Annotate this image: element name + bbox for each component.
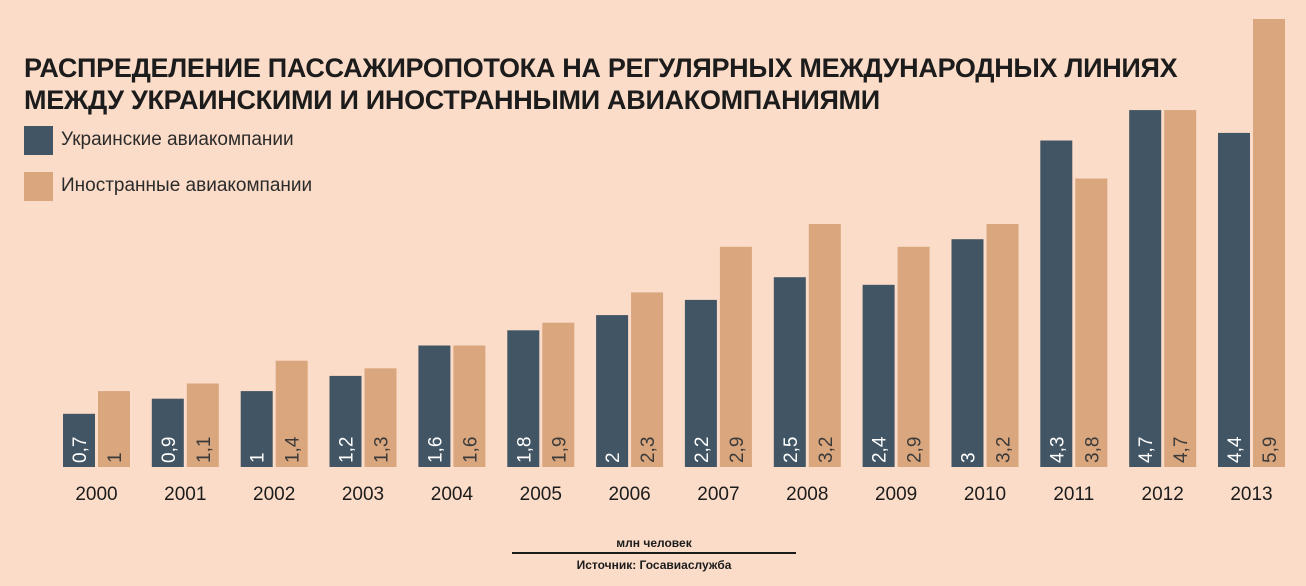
bar-ukrainian-2000: [63, 413, 95, 467]
chart-title: РАСПРЕДЕЛЕНИЕ ПАССАЖИРОПОТОКА НА РЕГУЛЯР…: [24, 52, 1224, 116]
source-label: Источник: Госавиаслужба: [576, 558, 732, 572]
bar-foreign-2010: [986, 224, 1019, 467]
x-tick-label-2004: 2004: [431, 484, 474, 505]
value-label-foreign-2013: 5,9: [1260, 437, 1281, 463]
legend-swatch-foreign: [24, 171, 53, 201]
bar-foreign-2012: [1164, 110, 1197, 467]
bar-foreign-2006: [631, 292, 664, 467]
legend-swatch-ukrainian: [24, 125, 53, 155]
value-label-ukrainian-2000: 0,7: [70, 437, 91, 463]
x-tick-label-2011: 2011: [1053, 484, 1094, 505]
bar-ukrainian-2003: [329, 375, 362, 467]
bar-ukrainian-2005: [507, 330, 540, 467]
x-tick-label-2002: 2002: [253, 484, 295, 505]
value-label-foreign-2002: 1,4: [283, 436, 304, 463]
bar-ukrainian-2013: [1218, 132, 1250, 467]
bar-ukrainian-2001: [151, 398, 184, 467]
value-label-foreign-2005: 1,9: [549, 437, 570, 463]
value-label-ukrainian-2004: 1,6: [425, 437, 446, 463]
value-label-foreign-2006: 2,3: [638, 437, 659, 463]
bar-ukrainian-2012: [1129, 110, 1162, 467]
bar-foreign-2009: [897, 246, 930, 467]
x-tick-label-2009: 2009: [875, 484, 917, 505]
value-label-ukrainian-2012: 4,7: [1136, 437, 1157, 463]
x-tick-label-2010: 2010: [964, 484, 1006, 505]
bar-foreign-2001: [186, 383, 219, 467]
bar-ukrainian-2006: [596, 315, 629, 467]
bars-group: [63, 19, 1285, 467]
x-tick-label-2013: 2013: [1230, 484, 1272, 505]
bar-ukrainian-2004: [418, 345, 451, 467]
value-label-ukrainian-2008: 2,5: [781, 437, 802, 463]
x-tick-label-2012: 2012: [1142, 484, 1184, 505]
bar-ukrainian-2011: [1040, 140, 1073, 467]
bar-ukrainian-2010: [951, 239, 984, 467]
bar-foreign-2013: [1253, 19, 1285, 467]
value-label-ukrainian-2010: 3: [959, 452, 980, 463]
value-label-foreign-2003: 1,3: [372, 437, 393, 463]
value-label-foreign-2008: 3,2: [816, 437, 837, 463]
x-tick-labels-group: 2000 2001 2002 2003 2004 2005 2006 2007 2008 2009…: [75, 484, 1272, 505]
legend-label-ukrainian: Украинские авиакомпании: [61, 129, 294, 150]
bar-foreign-2007: [719, 246, 752, 467]
x-tick-label-2007: 2007: [697, 484, 739, 505]
value-label-foreign-2010: 3,2: [994, 437, 1015, 463]
value-label-foreign-2007: 2,9: [727, 437, 748, 463]
value-label-ukrainian-2001: 0,9: [159, 437, 180, 463]
value-label-ukrainian-2009: 2,4: [870, 436, 891, 463]
footer-divider: [512, 552, 796, 554]
value-label-ukrainian-2005: 1,8: [514, 437, 535, 463]
x-tick-label-2003: 2003: [342, 484, 384, 505]
value-label-foreign-2000: 1: [105, 452, 126, 463]
x-tick-label-2008: 2008: [786, 484, 828, 505]
value-labels-group: 0,7 1 0,9 1,1 1 1,4 1,2 1,3 1,6 1,6 1,8 1,9 2 2,3 2,2 2…: [70, 436, 1281, 463]
legend-item-ukrainian: Украинские авиакомпании: [24, 125, 294, 155]
value-label-foreign-2012: 4,7: [1171, 437, 1192, 463]
bar-ukrainian-2008: [773, 277, 806, 467]
bar-foreign-2005: [542, 322, 575, 467]
x-tick-label-2000: 2000: [75, 484, 117, 505]
bar-foreign-2003: [364, 368, 397, 467]
bar-ukrainian-2002: [240, 391, 273, 467]
source-note: Источник: Госавиаслужба: [512, 558, 796, 572]
bar-ukrainian-2007: [684, 299, 717, 467]
bar-foreign-2002: [275, 360, 308, 467]
legend-item-foreign: Иностранные авиакомпании: [24, 171, 312, 201]
bar-foreign-2011: [1075, 178, 1108, 467]
value-label-foreign-2011: 3,8: [1082, 437, 1103, 463]
value-label-ukrainian-2003: 1,2: [337, 437, 358, 463]
x-tick-label-2006: 2006: [608, 484, 650, 505]
bar-foreign-2004: [453, 345, 486, 467]
unit-label: млн человек: [616, 536, 692, 550]
value-label-ukrainian-2002: 1: [248, 452, 269, 463]
value-label-ukrainian-2011: 4,3: [1047, 437, 1068, 463]
x-tick-label-2005: 2005: [520, 484, 562, 505]
chart-title-line-2: МЕЖДУ УКРАИНСКИМИ И ИНОСТРАННЫМИ АВИАКОМ…: [24, 85, 880, 115]
value-label-ukrainian-2006: 2: [603, 452, 624, 463]
legend-label-foreign: Иностранные авиакомпании: [61, 175, 313, 196]
chart-title-line-1: РАСПРЕДЕЛЕНИЕ ПАССАЖИРОПОТОКА НА РЕГУЛЯР…: [24, 53, 1178, 83]
bar-foreign-2000: [98, 391, 130, 467]
value-label-foreign-2009: 2,9: [905, 437, 926, 463]
value-label-foreign-2001: 1,1: [194, 437, 215, 463]
value-label-ukrainian-2007: 2,2: [692, 437, 713, 463]
value-label-foreign-2004: 1,6: [460, 437, 481, 463]
bar-foreign-2008: [808, 224, 841, 467]
value-label-ukrainian-2013: 4,4: [1225, 436, 1246, 463]
x-tick-label-2001: 2001: [164, 484, 206, 505]
bar-ukrainian-2009: [862, 284, 895, 467]
